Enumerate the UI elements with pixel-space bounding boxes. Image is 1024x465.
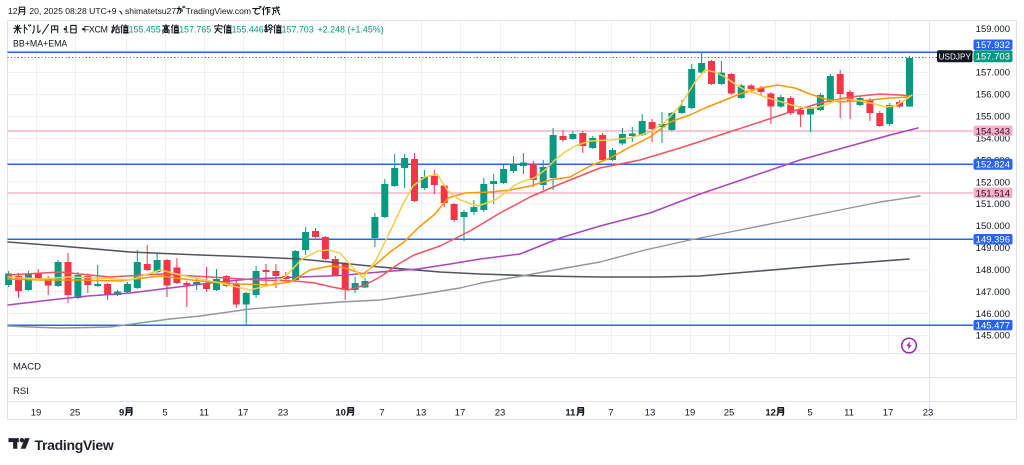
svg-text:10: 10 [335, 407, 346, 418]
svg-text:25: 25 [724, 407, 735, 418]
svg-text:155.455: 155.455 [129, 24, 161, 34]
svg-text:23: 23 [278, 407, 289, 418]
svg-text:TradingView: TradingView [35, 437, 114, 453]
svg-text:23: 23 [495, 407, 506, 418]
svg-text:155.000: 155.000 [976, 112, 1010, 123]
svg-text:23: 23 [923, 407, 934, 418]
svg-text:17: 17 [883, 407, 894, 418]
svg-text:7: 7 [379, 407, 384, 418]
svg-text:157.703: 157.703 [282, 24, 314, 34]
svg-text:11: 11 [199, 407, 209, 418]
svg-text:9: 9 [119, 407, 124, 418]
svg-text:RSI: RSI [13, 386, 29, 397]
svg-text:149.000: 149.000 [976, 243, 1010, 254]
svg-text:145.000: 145.000 [976, 331, 1010, 342]
svg-text:147.000: 147.000 [976, 287, 1010, 298]
svg-text:157.765: 157.765 [179, 24, 211, 34]
svg-text:155.446: 155.446 [232, 24, 264, 34]
svg-text:5: 5 [162, 407, 167, 418]
svg-text:157.932: 157.932 [976, 40, 1010, 51]
svg-text:150.000: 150.000 [976, 221, 1010, 232]
svg-text:20, 2025 08:28 UTC+9: 20, 2025 08:28 UTC+9 [29, 6, 116, 16]
svg-text:152.824: 152.824 [976, 160, 1010, 171]
svg-text:25: 25 [70, 407, 81, 418]
svg-text:1: 1 [64, 24, 69, 34]
svg-text:5: 5 [807, 407, 812, 418]
svg-text:11: 11 [565, 407, 576, 418]
svg-text:shimatetsu27: shimatetsu27 [125, 6, 176, 16]
svg-text:17: 17 [238, 407, 249, 418]
svg-text:BB+MA+EMA: BB+MA+EMA [13, 38, 67, 48]
svg-text:154.343: 154.343 [976, 126, 1010, 137]
svg-text:7: 7 [608, 407, 613, 418]
svg-text:MACD: MACD [13, 362, 41, 373]
svg-text:151.000: 151.000 [976, 199, 1010, 210]
svg-text:+2.248 (+1.45%): +2.248 (+1.45%) [318, 24, 384, 34]
svg-text:148.000: 148.000 [976, 265, 1010, 276]
svg-text:FXCM: FXCM [84, 24, 108, 34]
svg-text:152.000: 152.000 [976, 177, 1010, 188]
svg-text:157.000: 157.000 [976, 68, 1010, 79]
svg-text:11: 11 [844, 407, 854, 418]
svg-text:146.000: 146.000 [976, 309, 1010, 320]
svg-text:13: 13 [645, 407, 656, 418]
svg-text:151.514: 151.514 [976, 188, 1010, 199]
svg-text:157.703: 157.703 [976, 52, 1010, 63]
svg-text:13: 13 [416, 407, 427, 418]
svg-text:145.477: 145.477 [976, 321, 1010, 332]
svg-text:USDJPY: USDJPY [939, 53, 972, 62]
svg-text:149.396: 149.396 [976, 235, 1010, 246]
svg-text:154.000: 154.000 [976, 133, 1010, 144]
svg-text:19: 19 [685, 407, 696, 418]
svg-text:12: 12 [765, 407, 776, 418]
svg-text:19: 19 [31, 407, 42, 418]
svg-text:159.000: 159.000 [976, 24, 1010, 35]
svg-text:17: 17 [455, 407, 466, 418]
svg-text:TradingView.com: TradingView.com [186, 6, 251, 16]
svg-text:12: 12 [8, 6, 18, 16]
svg-text:156.000: 156.000 [976, 90, 1010, 101]
